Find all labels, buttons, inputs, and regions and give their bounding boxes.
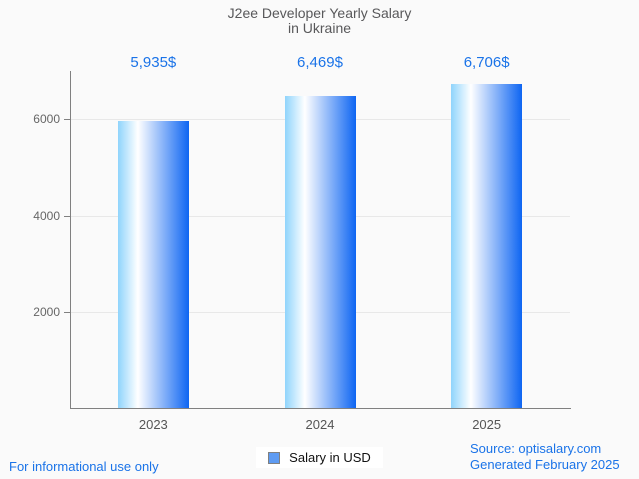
y-axis-tick-label: 2000 bbox=[33, 305, 60, 319]
y-axis-tick bbox=[64, 119, 70, 120]
generated-line: Generated February 2025 bbox=[470, 457, 620, 472]
y-axis-tick-label: 4000 bbox=[33, 209, 60, 223]
value-label: 5,935$ bbox=[130, 54, 177, 71]
chart-subtitle: in Ukraine bbox=[287, 20, 352, 36]
x-axis-label: 2024 bbox=[305, 417, 335, 432]
x-axis-label: 2023 bbox=[138, 417, 168, 432]
y-axis-tick-label: 6000 bbox=[33, 112, 60, 126]
value-label: 6,706$ bbox=[463, 54, 510, 71]
source-note: Source: optisalary.com Generated Februar… bbox=[470, 441, 620, 473]
bar-2023 bbox=[117, 121, 189, 408]
source-line: Source: optisalary.com bbox=[470, 441, 602, 456]
y-axis-tick bbox=[64, 312, 70, 313]
x-axis-label: 2025 bbox=[472, 417, 502, 432]
disclaimer-note: For informational use only bbox=[9, 459, 159, 474]
y-axis-line bbox=[70, 71, 71, 409]
value-labels-row: 5,935$ 6,469$ 6,706$ bbox=[0, 54, 639, 72]
legend-entry: Salary in USD bbox=[256, 447, 383, 468]
chart-title-block: J2ee Developer Yearly Salary in Ukraine bbox=[0, 6, 639, 36]
legend-label: Salary in USD bbox=[289, 450, 371, 465]
bar-2025 bbox=[451, 84, 523, 408]
chart-title: J2ee Developer Yearly Salary bbox=[227, 5, 412, 21]
legend: Salary in USD bbox=[0, 447, 639, 468]
x-axis-labels: 2023 2024 2025 bbox=[70, 417, 570, 433]
y-axis-tick bbox=[64, 216, 70, 217]
value-label: 6,469$ bbox=[297, 54, 343, 71]
x-axis-line bbox=[70, 408, 571, 409]
bar-2024 bbox=[284, 96, 356, 408]
legend-swatch-icon bbox=[268, 451, 281, 464]
plot-area: 2000 4000 6000 bbox=[33, 71, 571, 409]
